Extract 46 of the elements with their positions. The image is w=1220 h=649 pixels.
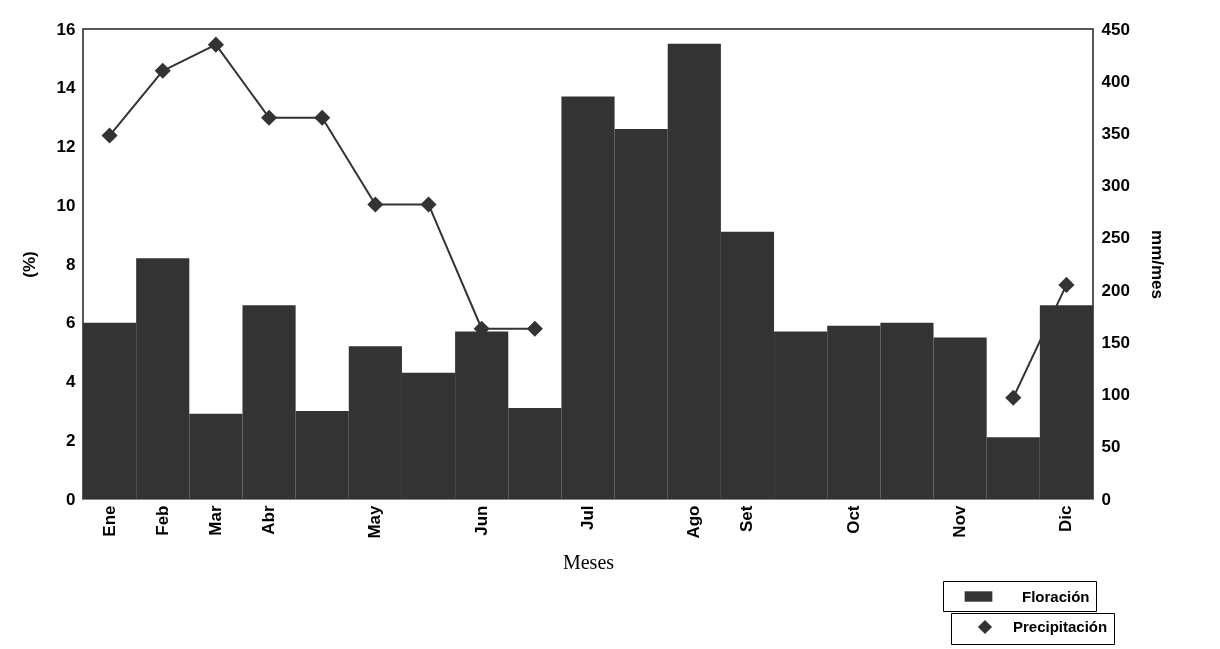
y-tick-label: 14 — [56, 78, 77, 98]
y-tick-label: 10 — [56, 195, 76, 215]
x-tick-label: Dic — [1056, 505, 1076, 532]
x-tick-label: Feb — [152, 505, 172, 536]
y2-tick-label: 300 — [1101, 176, 1130, 196]
point — [526, 320, 543, 337]
point — [367, 196, 384, 213]
y-axis-title: (%) — [19, 251, 39, 278]
x-tick-label: Oct — [843, 505, 863, 534]
x-tick-label: Ene — [99, 505, 119, 537]
x-tick-label: Mar — [205, 505, 225, 536]
point — [420, 196, 437, 213]
y-tick-label: 16 — [56, 19, 76, 39]
y-tick-label: 8 — [66, 254, 76, 274]
x-tick-label: Nov — [950, 504, 970, 538]
x-tick-label: Abr — [259, 505, 279, 535]
y2-tick-label: 0 — [1101, 489, 1111, 509]
point — [207, 36, 224, 53]
point — [260, 109, 278, 126]
point — [101, 127, 118, 144]
y-tick-label: 4 — [66, 372, 77, 391]
y2-tick-label: 200 — [1101, 280, 1130, 300]
y2-tick-label: 150 — [1101, 332, 1130, 352]
y2-tick-label: 50 — [1101, 437, 1121, 457]
point — [1058, 276, 1075, 293]
y-tick-label: 12 — [56, 137, 76, 156]
y2-axis-title: mm/mes — [1147, 230, 1167, 299]
legend-label: Precipitación — [1013, 618, 1108, 635]
x-tick-label: May — [365, 504, 385, 539]
y-tick-label: 2 — [66, 430, 76, 450]
point — [154, 62, 171, 79]
legend-label: Floración — [1022, 587, 1090, 605]
y2-tick-label: 350 — [1101, 123, 1130, 143]
y2-tick-label: 100 — [1101, 385, 1130, 405]
y2-tick-label: 400 — [1101, 71, 1130, 91]
y-tick-label: 6 — [66, 313, 76, 333]
x-tick-label: Jul — [578, 505, 597, 531]
y-tick-label: 0 — [66, 489, 76, 509]
y2-tick-label: 450 — [1101, 19, 1130, 39]
x-axis-title: Meses — [562, 550, 615, 573]
x-tick-label: Ago — [684, 505, 704, 539]
point — [1005, 389, 1022, 406]
y2-tick-label: 250 — [1101, 228, 1130, 248]
point — [314, 109, 331, 126]
x-tick-label: Set — [737, 505, 757, 532]
x-tick-label: Jun — [471, 505, 491, 536]
